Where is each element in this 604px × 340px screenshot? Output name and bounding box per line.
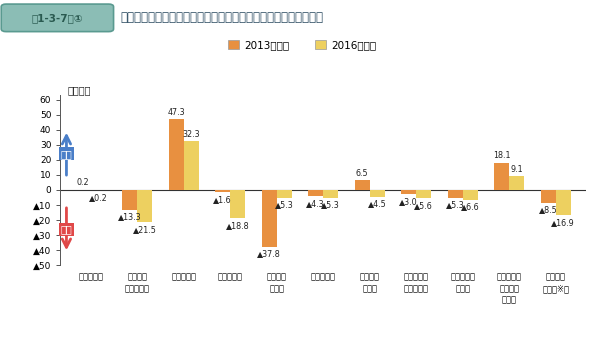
Text: 9.1: 9.1: [510, 165, 523, 174]
Bar: [509, 176, 524, 190]
Bar: [308, 190, 323, 197]
Text: ▲6.6: ▲6.6: [461, 202, 480, 211]
Bar: [230, 190, 245, 218]
Legend: 2013年平均, 2016年平均: 2013年平均, 2016年平均: [224, 36, 380, 54]
Bar: [215, 190, 230, 192]
Text: ▲8.5: ▲8.5: [539, 205, 557, 214]
Bar: [541, 190, 556, 203]
Bar: [370, 190, 385, 197]
Text: 職業別有効求職者数と有効求人数の差（パートタイム含む常用）: 職業別有効求職者数と有効求人数の差（パートタイム含む常用）: [121, 11, 324, 24]
Text: ▲16.9: ▲16.9: [551, 218, 575, 227]
Text: ▲21.5: ▲21.5: [133, 225, 156, 234]
Text: 47.3: 47.3: [167, 107, 185, 117]
Bar: [277, 190, 292, 198]
Bar: [122, 190, 137, 210]
Bar: [494, 163, 509, 190]
Bar: [448, 190, 463, 198]
Text: ▲0.2: ▲0.2: [89, 192, 108, 202]
Text: ▲5.3: ▲5.3: [321, 200, 340, 209]
Bar: [184, 141, 199, 190]
Text: 32.3: 32.3: [182, 130, 200, 139]
Text: ▲3.0: ▲3.0: [399, 197, 418, 206]
Bar: [556, 190, 571, 216]
Bar: [169, 119, 184, 190]
Bar: [355, 180, 370, 190]
Text: 第1-3-7図①: 第1-3-7図①: [31, 13, 83, 23]
Bar: [137, 190, 152, 222]
Bar: [323, 190, 338, 198]
Text: 不足: 不足: [60, 224, 72, 234]
Text: ▲5.6: ▲5.6: [414, 201, 433, 210]
Text: ▲18.8: ▲18.8: [226, 221, 249, 230]
Text: 6.5: 6.5: [356, 169, 368, 178]
Bar: [416, 190, 431, 199]
Bar: [463, 190, 478, 200]
Text: 18.1: 18.1: [493, 152, 510, 160]
Text: ▲13.3: ▲13.3: [118, 212, 141, 221]
Text: 0.2: 0.2: [77, 178, 89, 187]
Bar: [262, 190, 277, 247]
Text: ▲1.6: ▲1.6: [213, 194, 232, 204]
Text: ▲37.8: ▲37.8: [257, 249, 281, 258]
Text: ▲4.3: ▲4.3: [306, 199, 325, 208]
Bar: [401, 190, 416, 194]
Text: ▲5.3: ▲5.3: [275, 200, 294, 209]
Text: （万人）: （万人）: [68, 85, 91, 95]
Text: ▲5.3: ▲5.3: [446, 200, 464, 209]
Text: 過剰: 過剰: [60, 149, 72, 159]
Text: ▲4.5: ▲4.5: [368, 199, 387, 208]
